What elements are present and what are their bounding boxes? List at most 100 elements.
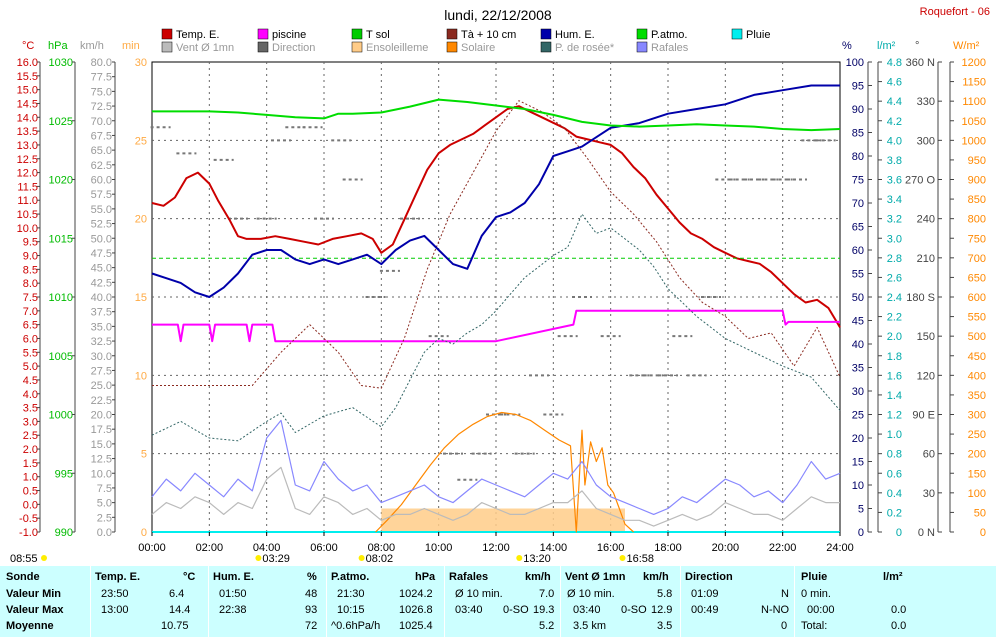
x-tick-label: 08:00	[368, 542, 396, 554]
sun-tick-label: 25	[135, 135, 147, 147]
series-temp-e	[151, 105, 841, 328]
solar-tick-label: 400	[968, 370, 986, 382]
temp-tick-label: 16.0	[17, 57, 38, 69]
legend-label: Vent Ø 1mn	[176, 42, 234, 54]
legend-label: Temp. E.	[176, 29, 219, 41]
wind-tick-label: 70.0	[91, 116, 112, 128]
solar-tick-label: 350	[968, 390, 986, 402]
sun-event-label: 16:58	[626, 553, 654, 565]
x-tick-label: 10:00	[425, 542, 453, 554]
solar-tick-label: 200	[968, 449, 986, 461]
x-tick-label: 18:00	[654, 542, 682, 554]
wind-tick-label: 45.0	[91, 263, 112, 275]
legend-label: Rafales	[651, 42, 689, 54]
legend-swatch	[161, 28, 173, 40]
sun-tick-label: 0	[141, 527, 147, 539]
rain-tick-label: 3.4	[887, 194, 902, 206]
stats-gust-max-value: 19.3	[533, 604, 555, 616]
temp-tick-label: -0.5	[19, 513, 38, 525]
dir-tick-label: 120	[917, 370, 935, 382]
hum-tick-label: 45	[852, 316, 864, 328]
solar-tick-label: 1100	[962, 96, 986, 108]
stats-wind-max-dir: 0-SO	[621, 604, 647, 616]
legend-swatch	[636, 28, 648, 40]
stats-temp-max-time: 13:00	[101, 604, 129, 616]
station-name: Roquefort - 06	[920, 6, 990, 18]
dir-tick-label: 360 N	[906, 57, 935, 69]
temp-tick-label: 2.5	[23, 430, 38, 442]
rain-tick-label: 0.6	[887, 468, 902, 480]
press-unit: hPa	[48, 40, 68, 52]
solar-tick-label: 750	[968, 233, 986, 245]
solar-tick-label: 150	[968, 468, 986, 480]
sun-event-label: 08:55	[10, 553, 38, 565]
stats-col-dir: Direction 01:09 N 00:49 N-NO 0	[680, 566, 793, 637]
series-p-de-ros-e	[151, 213, 841, 442]
press-tick-label: 1025	[49, 116, 73, 128]
rain-tick-label: 2.4	[887, 292, 902, 304]
sun-unit: min	[122, 40, 140, 52]
wind-tick-label: 80.0	[91, 57, 112, 69]
legend-swatch	[257, 28, 269, 40]
legend: Temp. E. piscine T sol Tà + 10 cm Hum. E. P.a…	[161, 28, 770, 54]
x-tick-label: 24:00	[826, 542, 854, 554]
hum-tick-label: 10	[852, 480, 864, 492]
legend-swatch	[540, 41, 552, 53]
wind-tick-label: 62.5	[91, 160, 112, 172]
solar-tick-label: 1200	[962, 57, 986, 69]
stats-wind-period: Ø 10 min.	[567, 588, 615, 600]
stats-press-trend: ^0.6hPa/h	[331, 620, 381, 632]
temp-tick-label: 3.0	[23, 416, 38, 428]
stats-wind-max-value: 12.9	[651, 604, 673, 616]
sun-tick-label: 10	[135, 370, 147, 382]
legend-label: P.atmo.	[651, 29, 688, 41]
stats-dir-min-time: 01:09	[691, 588, 719, 600]
rain-tick-label: 1.8	[887, 351, 902, 363]
wind-tick-label: 12.5	[91, 454, 112, 466]
stats-rain-unit: l/m²	[883, 571, 903, 583]
stats-press-avg-value: 1025.4	[399, 620, 433, 632]
stats-hum-max-time: 22:38	[219, 604, 247, 616]
rain-unit: l/m²	[877, 40, 896, 52]
dir-unit: °	[915, 40, 919, 52]
stats-rain-title: Pluie	[801, 571, 828, 583]
dir-tick-label: 210	[917, 253, 935, 265]
dir-tick-label: 330	[917, 96, 935, 108]
stats-rain-total-label: Total:	[801, 620, 828, 632]
solar-tick-label: 300	[968, 410, 986, 422]
stats-hum-avg-value: 72	[305, 620, 318, 632]
legend-swatch	[446, 28, 458, 40]
wind-tick-label: 60.0	[91, 175, 112, 187]
solar-tick-label: 800	[968, 214, 986, 226]
sun-event-marker	[619, 555, 626, 561]
temp-tick-label: 11.5	[17, 181, 38, 193]
stats-temp-avg-value: 10.75	[161, 620, 189, 632]
rain-tick-label: 1.2	[887, 410, 902, 422]
wind-tick-label: 40.0	[91, 292, 112, 304]
temp-tick-label: 0.5	[23, 486, 38, 498]
hum-tick-label: 35	[852, 363, 864, 375]
stats-gust-max-dir: 0-SO	[503, 604, 529, 616]
legend-label: Ensoleilleme	[366, 42, 428, 54]
rain-tick-label: 1.6	[887, 370, 902, 382]
stats-hum-min-value: 48	[305, 588, 318, 600]
wind-tick-label: 72.5	[91, 101, 112, 113]
stats-temp-min-value: 6.4	[169, 588, 185, 600]
rain-tick-label: 4.4	[887, 96, 902, 108]
rain-tick-label: 0	[896, 527, 902, 539]
dir-tick-label: 0 N	[918, 527, 935, 539]
legend-swatch	[351, 41, 363, 53]
legend-label: T sol	[366, 29, 390, 41]
solar-tick-label: 900	[968, 175, 986, 187]
x-tick-label: 22:00	[769, 542, 797, 554]
rain-tick-label: 3.0	[887, 233, 902, 245]
sun-tick-label: 30	[135, 57, 147, 69]
sunshine-area	[381, 508, 625, 532]
wind-tick-label: 75.0	[91, 86, 112, 98]
stats-dir-avg-value: 0	[781, 620, 788, 632]
hum-tick-label: 65	[852, 222, 864, 234]
temp-tick-label: 10.5	[17, 209, 38, 221]
temp-tick-label: 9.5	[23, 237, 38, 249]
temp-tick-label: 8.5	[23, 264, 38, 276]
grid	[151, 61, 841, 533]
